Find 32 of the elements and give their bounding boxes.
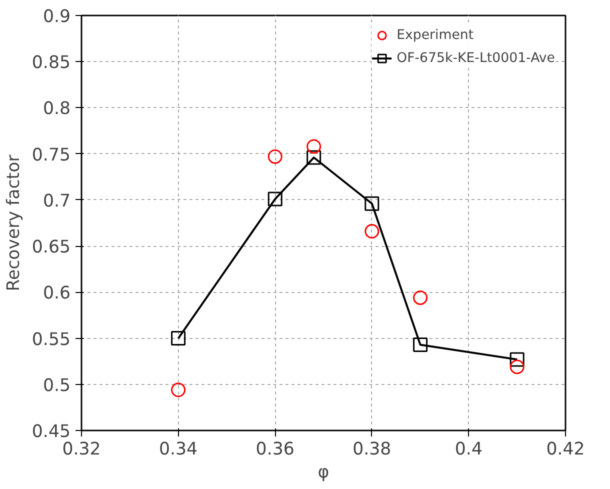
y-tick-label: 0.85 [32, 53, 71, 74]
point [171, 382, 186, 398]
y-tick-label: 0.45 [32, 422, 71, 442]
point [268, 149, 282, 164]
y-tick-label: 0.9 [42, 7, 71, 27]
y-tick-label: 0.75 [32, 145, 71, 166]
y-tick-label: 0.55 [32, 330, 71, 350]
legend-label: Experiment [396, 28, 474, 42]
x-tick-label: 0.34 [159, 440, 198, 460]
y-tick-label: 0.7 [42, 191, 71, 212]
x-tick-label: 0.38 [352, 440, 392, 460]
point [268, 192, 282, 206]
point [413, 290, 428, 305]
point [413, 337, 428, 352]
point [306, 150, 322, 165]
point [510, 360, 524, 374]
point [510, 352, 524, 367]
point [306, 139, 322, 154]
point [171, 331, 186, 346]
x-axis-title: φ [318, 462, 330, 482]
y-tick-label: 0.8 [42, 99, 71, 120]
y-tick-label: 0.65 [32, 238, 71, 258]
x-tick-label: 0.32 [62, 440, 101, 460]
legend-label: OF-675k-KE-Lt0001-Ave [396, 50, 555, 66]
x-tick-label: 0.4 [454, 440, 482, 460]
x-tick-label: 0.36 [256, 440, 294, 460]
y-tick-label: 0.5 [42, 376, 71, 396]
point [364, 196, 380, 211]
y-tick-label: 0.6 [42, 284, 71, 304]
y-axis-title: Recovery factor [4, 154, 24, 292]
x-tick-label: 0.42 [546, 440, 585, 460]
point [364, 224, 380, 239]
